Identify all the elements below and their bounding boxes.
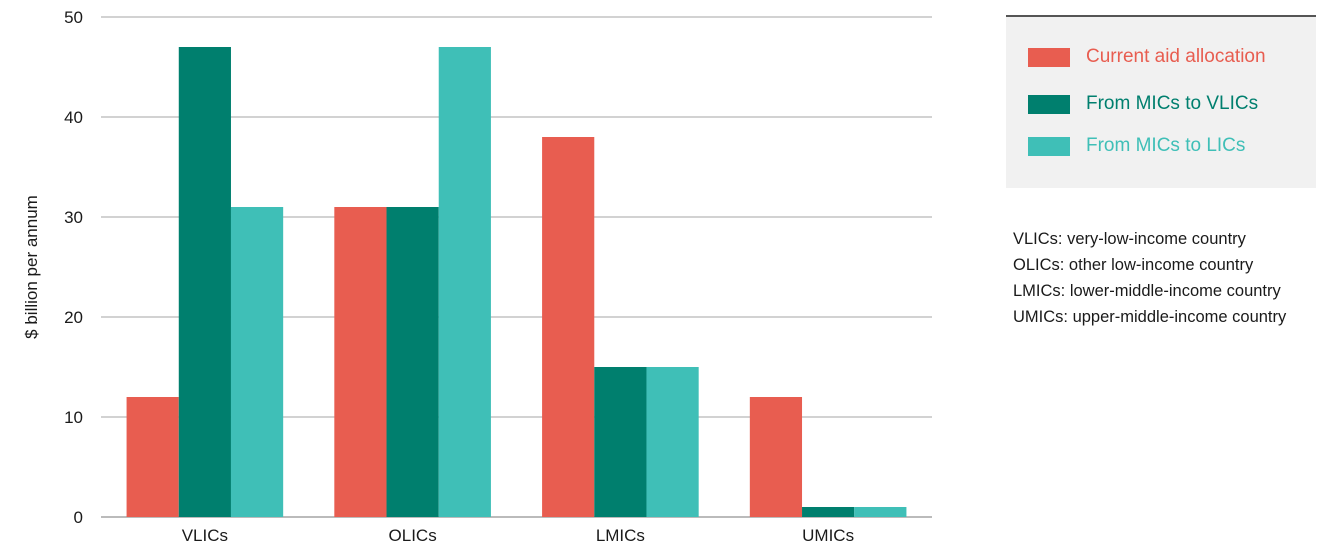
bar xyxy=(386,207,439,517)
y-tick-label: 20 xyxy=(64,308,83,327)
note-lmics: LMICs: lower-middle-income country xyxy=(1013,282,1281,300)
note-olics: OLICs: other low-income country xyxy=(1013,256,1254,274)
legend: Current aid allocation From MICs to VLIC… xyxy=(1006,15,1316,188)
legend-label-vlics: From MICs to VLICs xyxy=(1086,93,1259,114)
bars xyxy=(126,47,907,517)
legend-swatch-current xyxy=(1028,47,1070,67)
note-vlics: VLICs: very-low-income country xyxy=(1013,230,1246,248)
x-tick-label: UMICs xyxy=(802,526,854,545)
legend-item-lics: From MICs to LICs xyxy=(1028,134,1245,158)
y-axis-label: $ billion per annum xyxy=(22,195,41,339)
legend-swatch-lics xyxy=(1028,136,1070,156)
bar xyxy=(334,207,387,517)
bar xyxy=(854,507,907,517)
note-umics: UMICs: upper-middle-income country xyxy=(1013,308,1287,326)
bar xyxy=(178,47,231,517)
y-tick-label: 10 xyxy=(64,408,83,427)
y-tick-label: 30 xyxy=(64,208,83,227)
bar xyxy=(230,207,284,517)
bar xyxy=(646,367,699,517)
x-tick-label: LMICs xyxy=(596,526,645,545)
legend-item-current: Current aid allocation xyxy=(1028,45,1266,69)
y-tick-label: 40 xyxy=(64,108,83,127)
legend-label-lics: From MICs to LICs xyxy=(1086,135,1246,156)
bar-chart: 0 10 20 30 40 50 VLICs OLICs LMICs UMICs $ billi… xyxy=(22,8,932,545)
legend-item-vlics: From MICs to VLICs xyxy=(1028,92,1258,116)
legend-label-current: Current aid allocation xyxy=(1086,46,1266,67)
y-axis-ticks: 0 10 20 30 40 50 xyxy=(64,8,83,527)
x-tick-label: VLICs xyxy=(182,526,228,545)
bar xyxy=(438,47,491,517)
bar xyxy=(802,507,855,517)
y-tick-label: 0 xyxy=(74,508,83,527)
bar xyxy=(542,137,595,517)
y-tick-label: 50 xyxy=(64,8,83,27)
x-axis-ticks: VLICs OLICs LMICs UMICs xyxy=(182,526,854,545)
abbreviation-notes: VLICs: very-low-income country OLICs: ot… xyxy=(1013,226,1286,330)
bar xyxy=(126,397,179,517)
legend-swatch-vlics xyxy=(1028,94,1070,114)
x-tick-label: OLICs xyxy=(389,526,437,545)
bar xyxy=(594,367,647,517)
bar xyxy=(749,397,803,517)
